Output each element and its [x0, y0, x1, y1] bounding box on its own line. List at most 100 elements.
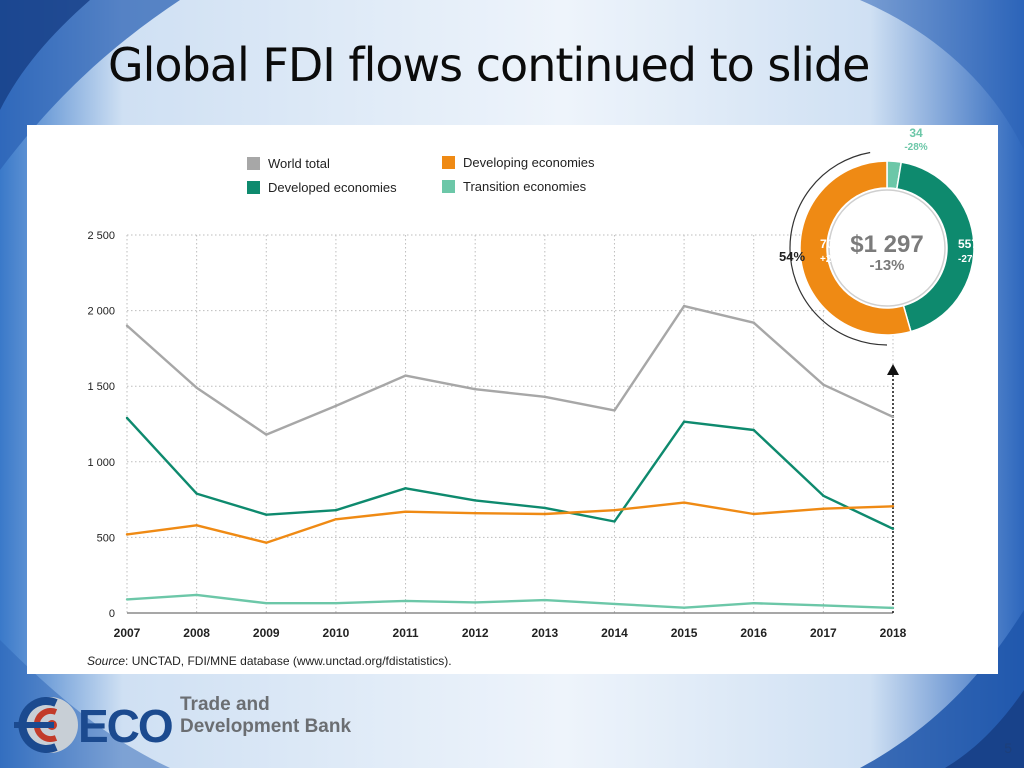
logo-line-1: Trade and [180, 694, 270, 715]
data-point [613, 409, 616, 412]
legend-label: Developing economies [463, 155, 595, 170]
donut-center [828, 189, 946, 307]
data-point [125, 598, 129, 601]
legend-swatch [442, 156, 455, 169]
slide-number: 5 [1004, 740, 1012, 756]
data-point [613, 602, 616, 606]
donut-segment-value: 706 [820, 237, 840, 251]
x-tick-label: 2017 [810, 626, 837, 640]
x-tick-label: 2008 [183, 626, 210, 640]
x-tick-label: 2007 [114, 626, 141, 640]
data-point [334, 508, 338, 512]
eco-logo: ECO [14, 697, 174, 753]
data-point [682, 501, 686, 504]
donut-segment-value: 557 [958, 237, 978, 251]
share-bracket-label: 54% [779, 249, 805, 264]
data-point [543, 395, 547, 398]
data-point [473, 499, 477, 502]
source-label: Source [87, 654, 125, 668]
data-point [822, 494, 825, 498]
data-point [613, 508, 616, 512]
donut-segment-change: -27% [958, 254, 981, 265]
data-point [265, 541, 268, 544]
data-point [682, 304, 686, 308]
data-point [265, 433, 268, 436]
data-point [195, 386, 198, 389]
share-bracket [789, 151, 888, 346]
donut-segment-change: +2% [820, 254, 840, 265]
data-point [752, 321, 755, 324]
data-point [543, 512, 547, 516]
y-tick-label: 2 500 [87, 230, 115, 242]
data-point [473, 512, 477, 515]
data-point [334, 518, 338, 521]
x-tick-label: 2016 [740, 626, 767, 640]
data-point [334, 601, 338, 605]
data-point [891, 415, 895, 419]
fdi-line-chart: 0 500 1 000 1 500 2 000 2 500 2007 2008 2009 2010… [87, 126, 981, 668]
data-point [752, 428, 755, 432]
data-point [891, 505, 895, 508]
x-tick-label: 2013 [531, 626, 558, 640]
data-point [822, 507, 825, 510]
logo-mark-text: ECO [78, 700, 172, 752]
data-point [404, 487, 407, 490]
source-note: Source: UNCTAD, FDI/MNE database (www.un… [87, 654, 452, 668]
data-point [265, 601, 268, 605]
y-tick-label: 0 [109, 608, 115, 620]
legend-swatch [247, 157, 260, 170]
legend-label: Developed economies [268, 180, 397, 195]
legend-swatch [247, 181, 260, 194]
data-point [613, 520, 616, 523]
x-tick-label: 2012 [462, 626, 489, 640]
data-point [752, 601, 755, 605]
data-point [473, 388, 477, 391]
legend-swatch [442, 180, 455, 193]
series-line-developed-economies [126, 417, 894, 530]
donut-slice-developed-economies [895, 161, 975, 333]
chart-panel: 0 500 1 000 1 500 2 000 2 500 2007 2008 2009 2010… [27, 125, 998, 674]
data-point [473, 601, 477, 604]
highlight-arrow-head [887, 364, 899, 375]
donut-slice-developing-economies [799, 160, 912, 336]
legend-label: Transition economies [463, 179, 587, 194]
series-line-world-total [126, 304, 894, 436]
series-line-transition-economies [126, 593, 894, 610]
x-tick-label: 2010 [323, 626, 350, 640]
donut-segment-change: -28% [904, 142, 927, 153]
data-point [404, 510, 407, 513]
donut-total-value: $1 297 [850, 231, 923, 258]
data-point [125, 324, 129, 327]
data-point [682, 606, 686, 609]
data-point [195, 593, 198, 597]
series-line-developing-economies [126, 501, 894, 544]
legend-label: World total [268, 156, 330, 171]
data-point [752, 512, 755, 516]
data-point [543, 506, 547, 510]
data-point [822, 383, 825, 386]
data-point [682, 420, 686, 423]
x-tick-label: 2009 [253, 626, 280, 640]
slide-title: Global FDI flows continued to slide [108, 38, 870, 92]
x-tick-label: 2015 [671, 626, 698, 640]
logo-line-2: Development Bank [180, 716, 352, 737]
y-tick-label: 500 [97, 532, 115, 544]
donut-total-change: -13% [869, 257, 904, 274]
donut-segment-value: 34 [909, 126, 923, 140]
x-tick-label: 2014 [601, 626, 628, 640]
data-point [404, 374, 407, 377]
data-point [125, 533, 129, 536]
logo-text: Trade and Development Bank [180, 694, 351, 738]
y-tick-label: 2 000 [87, 306, 115, 318]
y-tick-label: 1 000 [87, 457, 115, 469]
data-point [404, 599, 407, 603]
x-tick-label: 2018 [880, 626, 907, 640]
data-point [543, 598, 547, 602]
data-point [891, 606, 895, 610]
source-text: : UNCTAD, FDI/MNE database (www.unctad.o… [125, 654, 452, 668]
data-point [265, 513, 268, 516]
data-point [195, 524, 198, 527]
data-point [334, 404, 338, 408]
data-point [822, 604, 825, 607]
